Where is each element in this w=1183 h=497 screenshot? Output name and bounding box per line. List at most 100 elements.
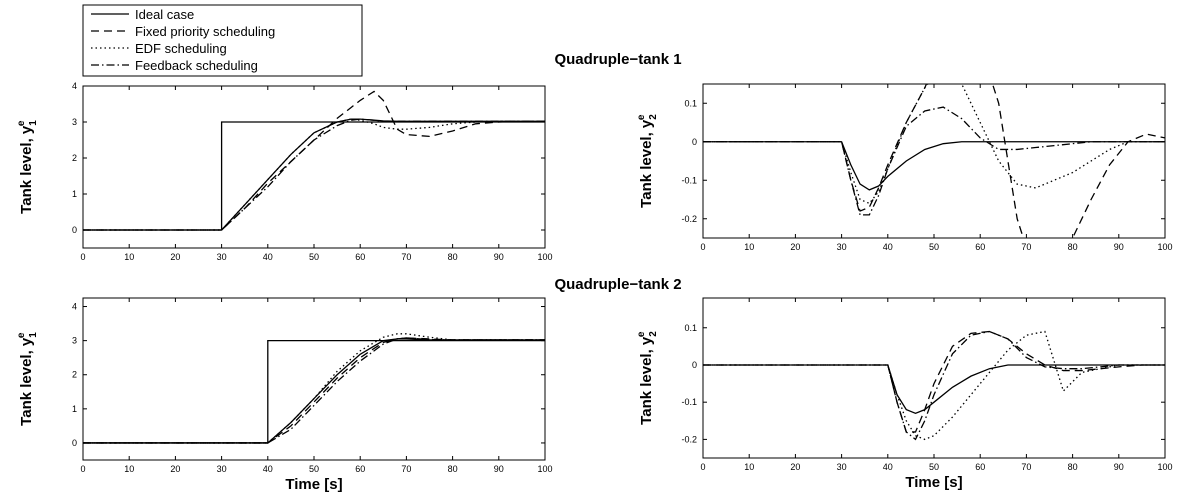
y-tick-label: 3: [72, 336, 77, 346]
y-tick-label: 0: [692, 137, 697, 147]
series-line: [703, 330, 1165, 441]
y-label-sup: e: [636, 114, 647, 120]
x-tick-label: 100: [537, 252, 552, 262]
series-line: [83, 90, 545, 231]
y-label-sup: e: [16, 332, 27, 338]
series-line: [703, 141, 1165, 191]
row-title: Quadruple−tank 2: [554, 276, 681, 293]
x-tick-label: 40: [263, 252, 273, 262]
series-line: [83, 333, 545, 444]
x-tick-label: 10: [124, 464, 134, 474]
x-tick-label: 20: [170, 252, 180, 262]
x-tick-label: 60: [975, 242, 985, 252]
x-tick-label: 70: [1021, 462, 1031, 472]
x-tick-label: 40: [263, 464, 273, 474]
series-line: [83, 337, 545, 444]
x-tick-label: 20: [790, 242, 800, 252]
y-label-text: Tank level, y: [18, 125, 35, 214]
x-tick-label: 30: [217, 252, 227, 262]
y-tick-label: 3: [72, 117, 77, 127]
y-tick-label: 0: [72, 225, 77, 235]
x-tick-label: 70: [1021, 242, 1031, 252]
x-tick-label: 80: [1068, 462, 1078, 472]
y-label-text: Tank level, y: [638, 336, 655, 425]
y-tick-label: -0.2: [681, 434, 697, 444]
y-tick-label: 0: [72, 438, 77, 448]
y-tick-label: 0: [692, 360, 697, 370]
y-label-sub: 1: [28, 120, 39, 126]
y-tick-label: -0.2: [681, 214, 697, 224]
series-line: [83, 339, 545, 444]
y-tick-label: 4: [72, 81, 77, 91]
y-tick-label: 1: [72, 404, 77, 414]
y-label-sup: e: [16, 120, 27, 126]
y-tick-label: 1: [72, 189, 77, 199]
x-tick-label: 80: [448, 252, 458, 262]
x-tick-label: 80: [1068, 242, 1078, 252]
legend-label: Fixed priority scheduling: [135, 24, 275, 39]
x-axis-label: Time [s]: [905, 474, 962, 491]
y-axis-label: Tank level, y1e: [16, 120, 39, 214]
x-tick-label: 70: [401, 464, 411, 474]
x-tick-label: 30: [837, 462, 847, 472]
y-tick-label: 2: [72, 370, 77, 380]
y-label-sup: e: [636, 331, 647, 337]
x-tick-label: 60: [355, 252, 365, 262]
series-line: [83, 118, 545, 231]
x-tick-label: 80: [448, 464, 458, 474]
legend-label: Ideal case: [135, 7, 194, 22]
x-tick-label: 60: [975, 462, 985, 472]
plot-frame: [702, 83, 1166, 239]
x-tick-label: 30: [837, 242, 847, 252]
x-tick-label: 40: [883, 462, 893, 472]
x-tick-label: 50: [929, 242, 939, 252]
x-tick-label: 90: [1114, 462, 1124, 472]
plot-frame: [82, 297, 546, 461]
legend-label: Feedback scheduling: [135, 58, 258, 73]
y-tick-label: 4: [72, 302, 77, 312]
x-tick-label: 0: [700, 242, 705, 252]
x-tick-label: 90: [1114, 242, 1124, 252]
y-axis-label: Tank level, y2e: [636, 331, 659, 425]
x-tick-label: 20: [170, 464, 180, 474]
x-tick-label: 60: [355, 464, 365, 474]
row-title: Quadruple−tank 1: [554, 51, 681, 68]
x-tick-label: 50: [929, 462, 939, 472]
series-line: [83, 121, 545, 231]
series-line: [83, 337, 545, 444]
x-tick-label: 70: [401, 252, 411, 262]
x-tick-label: 90: [494, 464, 504, 474]
series-line: [703, 106, 1165, 216]
y-label-sub: 2: [648, 114, 659, 120]
x-tick-label: 0: [80, 252, 85, 262]
y-axis-label: Tank level, y2e: [636, 114, 659, 208]
series-line: [83, 338, 545, 444]
x-tick-label: 0: [80, 464, 85, 474]
y-tick-label: -0.1: [681, 397, 697, 407]
y-tick-label: 2: [72, 153, 77, 163]
x-tick-label: 100: [537, 464, 552, 474]
y-label-sub: 2: [648, 331, 659, 337]
legend-label: EDF scheduling: [135, 41, 227, 56]
series-line: [703, 330, 1165, 433]
y-label-text: Tank level, y: [18, 337, 35, 426]
x-tick-label: 50: [309, 252, 319, 262]
x-tick-label: 10: [124, 252, 134, 262]
y-label-sub: 1: [28, 332, 39, 338]
x-tick-label: 90: [494, 252, 504, 262]
y-label-text: Tank level, y: [638, 119, 655, 208]
series-line: [83, 118, 545, 231]
y-tick-label: 0.1: [684, 323, 697, 333]
legend-box: [82, 4, 363, 77]
series-line: [83, 118, 545, 231]
x-tick-label: 30: [217, 464, 227, 474]
x-tick-label: 100: [1157, 462, 1172, 472]
x-axis-label: Time [s]: [285, 476, 342, 493]
y-tick-label: -0.1: [681, 175, 697, 185]
plot-frame: [702, 297, 1166, 459]
x-tick-label: 100: [1157, 242, 1172, 252]
y-axis-label: Tank level, y1e: [16, 332, 39, 426]
series-line: [703, 364, 1165, 415]
x-tick-label: 20: [790, 462, 800, 472]
